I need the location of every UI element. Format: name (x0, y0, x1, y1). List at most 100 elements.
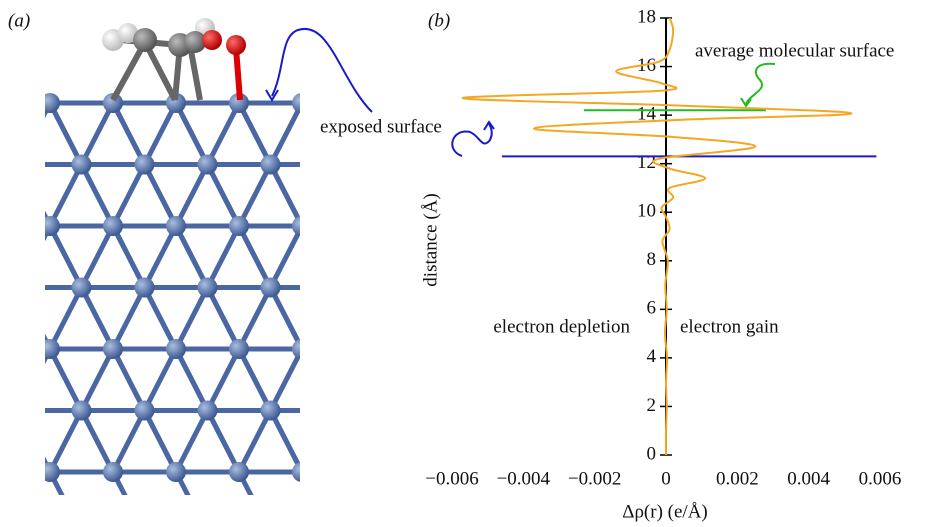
bond (19, 226, 51, 288)
bond (0, 165, 19, 227)
atom (261, 155, 281, 175)
atom (40, 339, 60, 359)
bond (271, 226, 303, 288)
bond (50, 288, 82, 350)
bond (239, 226, 271, 288)
bond (113, 349, 145, 411)
bond (365, 349, 397, 411)
bond (365, 288, 397, 350)
bond (239, 165, 271, 227)
bond (208, 411, 240, 473)
bond (113, 226, 145, 288)
atom (261, 401, 281, 421)
bond (19, 165, 51, 227)
y-axis-title: distance (Å) (420, 193, 441, 286)
atom (135, 155, 155, 175)
atom (229, 339, 249, 359)
bond (82, 411, 114, 473)
bond (365, 472, 397, 527)
bond (19, 349, 51, 411)
atom (355, 216, 375, 236)
y-tick-label: 8 (647, 249, 657, 270)
bond (208, 349, 240, 411)
bond (176, 411, 208, 473)
bond (208, 226, 240, 288)
bond (334, 165, 366, 227)
bond (271, 288, 303, 350)
bond (82, 288, 114, 350)
atom (40, 93, 60, 113)
atom (292, 462, 312, 482)
atom (9, 401, 29, 421)
atom (229, 216, 249, 236)
bond (397, 288, 429, 350)
atom (324, 401, 344, 421)
bond (50, 165, 82, 227)
atom (198, 155, 218, 175)
atom (292, 216, 312, 236)
atom (135, 401, 155, 421)
bond (302, 472, 334, 527)
x-tick-label: 0.002 (716, 468, 759, 489)
bond (271, 165, 303, 227)
bond (302, 165, 334, 227)
bond (334, 226, 366, 288)
atom (72, 278, 92, 298)
panel-label: (b) (428, 10, 450, 31)
bond (19, 288, 51, 350)
atom (9, 278, 29, 298)
atom (229, 462, 249, 482)
bond (208, 103, 240, 165)
atom (324, 155, 344, 175)
bond (145, 226, 177, 288)
bond (365, 165, 397, 227)
atom (166, 216, 186, 236)
annotation: electron gain (680, 316, 779, 337)
bond (271, 103, 303, 165)
bond (0, 103, 19, 165)
atom (40, 462, 60, 482)
panel-label: (a) (8, 10, 30, 31)
bond (145, 411, 177, 473)
atom (292, 93, 312, 113)
annotation: average molecular surface (695, 40, 894, 61)
atom (103, 216, 123, 236)
atom (166, 462, 186, 482)
bond (82, 349, 114, 411)
bond (176, 103, 208, 165)
bond (176, 349, 208, 411)
bond (334, 349, 366, 411)
bond (302, 349, 334, 411)
y-tick-label: 2 (647, 395, 657, 416)
bond (145, 165, 177, 227)
lattice (0, 93, 428, 527)
bond (176, 226, 208, 288)
atom (292, 339, 312, 359)
bond (365, 226, 397, 288)
bond (365, 226, 397, 288)
bond (0, 349, 19, 411)
atom (261, 278, 281, 298)
bond (302, 226, 334, 288)
bond (50, 226, 82, 288)
y-tick-label: 6 (647, 298, 657, 319)
bond (19, 103, 51, 165)
bond (82, 226, 114, 288)
bond (302, 226, 334, 288)
y-tick-label: 10 (637, 201, 656, 222)
bond (0, 288, 19, 350)
bond (334, 411, 366, 473)
bond (271, 411, 303, 473)
bond (113, 288, 145, 350)
atom (198, 401, 218, 421)
bond (0, 411, 19, 473)
bond (239, 349, 271, 411)
atom (72, 155, 92, 175)
bond (0, 103, 19, 165)
bond (365, 411, 397, 473)
x-tick-label: 0.006 (859, 468, 902, 489)
bond (0, 472, 19, 527)
bond (397, 411, 429, 473)
annotation: electron depletion (493, 316, 630, 337)
bond (239, 103, 271, 165)
